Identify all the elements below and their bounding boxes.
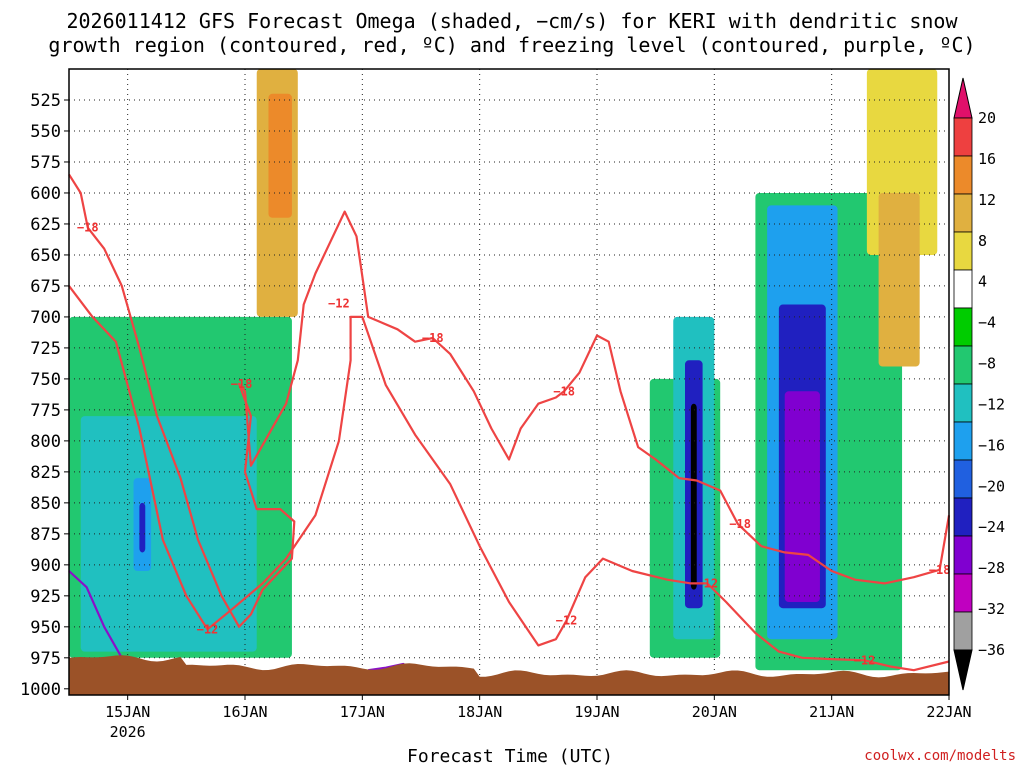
y-tick-label: 850 xyxy=(30,494,61,514)
chart-title-line-2: growth region (contoured, red, ºC) and f… xyxy=(48,33,975,57)
y-tick-label: 550 xyxy=(30,122,61,142)
y-tick-label: 625 xyxy=(30,215,61,235)
omega-region-rise21d xyxy=(784,391,820,603)
colorbar-segment xyxy=(953,193,973,233)
chart-title-line-1: 2026011412 GFS Forecast Omega (shaded, −… xyxy=(66,9,958,33)
colorbar-segment xyxy=(953,231,973,271)
colorbar-label: 8 xyxy=(978,232,987,250)
contour-label: −18 xyxy=(929,563,951,577)
terrain-fill xyxy=(69,655,949,695)
contour-label: −18 xyxy=(231,377,253,391)
x-axis-label: Forecast Time (UTC) xyxy=(407,746,613,767)
colorbar-label: −32 xyxy=(978,600,1005,618)
colorbar-segment xyxy=(953,497,973,537)
y-tick-label: 650 xyxy=(30,246,61,266)
colorbar-label: 4 xyxy=(978,273,987,291)
colorbar-segment xyxy=(953,573,973,613)
contour-line-1 xyxy=(68,285,950,672)
omega-region-rise15b xyxy=(80,416,257,652)
contour-label: −18 xyxy=(422,331,444,345)
x-axis: 15JAN 2026 16JAN 17JAN 18JAN 19JAN 20JAN 21JAN 2… xyxy=(105,695,972,741)
x-tick-label: 17JAN xyxy=(340,703,385,721)
colorbar-label: −20 xyxy=(978,477,1005,495)
colorbar-segment xyxy=(953,269,973,309)
contour-label-layer: −18 −12 −18 −12 −18 −18 −12 −12 −18 −12 −18 xyxy=(77,221,951,668)
colorbar-segment xyxy=(953,535,973,575)
y-tick-label: 600 xyxy=(30,184,61,204)
y-tick-label: 525 xyxy=(30,91,61,111)
colorbar-segment xyxy=(953,459,973,499)
omega-region-sink16b xyxy=(268,93,292,218)
colorbar-label: −12 xyxy=(978,395,1005,413)
y-tick-label: 775 xyxy=(30,401,61,421)
credit-text: coolwx.com/modelts xyxy=(864,748,1016,764)
colorbar-top-arrow xyxy=(953,77,973,119)
y-tick-label: 925 xyxy=(30,587,61,607)
y-tick-label: 950 xyxy=(30,618,61,638)
plot-frame xyxy=(68,68,950,696)
x-tick-label: 16JAN xyxy=(222,703,267,721)
colorbar-label: −8 xyxy=(978,355,996,373)
colorbar-segment xyxy=(953,383,973,423)
colorbar-segment xyxy=(953,117,973,157)
colorbar-segment xyxy=(953,307,973,347)
omega-region-rise20d xyxy=(690,403,697,590)
y-tick-label: 750 xyxy=(30,370,61,390)
x-tick-label: 22JAN xyxy=(926,703,971,721)
colorbar-label: −4 xyxy=(978,314,996,332)
plot-area: −18 −12 −18 −12 −18 −18 −12 −12 −18 −12 −18 xyxy=(68,68,951,696)
colorbar-segment xyxy=(953,611,973,651)
contour-label: −12 xyxy=(854,653,876,667)
x-tick-label: 20JAN xyxy=(692,703,737,721)
colorbar-label: −24 xyxy=(978,518,1005,536)
colorbar-label: −16 xyxy=(978,436,1005,454)
x-tick-label: 21JAN xyxy=(809,703,854,721)
colorbar-label: 12 xyxy=(978,191,996,209)
omega-shading-layer xyxy=(69,69,938,671)
contour-label: −18 xyxy=(77,221,99,235)
colorbar-label: −36 xyxy=(978,641,1005,659)
y-tick-label: 825 xyxy=(30,463,61,483)
contour-label: −18 xyxy=(553,384,575,398)
y-tick-label: 575 xyxy=(30,153,61,173)
contour-label: −18 xyxy=(729,517,751,531)
y-tick-label: 1000 xyxy=(20,680,61,700)
colorbar-segment xyxy=(953,345,973,385)
y-tick-label: 675 xyxy=(30,277,61,297)
y-tick-label: 725 xyxy=(30,339,61,359)
y-tick-label: 975 xyxy=(30,649,61,669)
y-tick-label: 700 xyxy=(30,308,61,328)
y-axis: 525 550 575 600 625 650 675 700 725 750 775 800 825 8… xyxy=(20,91,69,700)
contour-label: −12 xyxy=(197,622,219,636)
colorbar-segment xyxy=(953,155,973,195)
x-tick-label: 15JAN xyxy=(105,703,150,721)
contour-label: −12 xyxy=(328,296,350,310)
contour-label: −12 xyxy=(696,576,718,590)
contour-line-0 xyxy=(68,173,951,628)
colorbar-bottom-arrow xyxy=(953,649,973,691)
colorbar-segment xyxy=(953,421,973,461)
grid-layer xyxy=(69,69,950,695)
y-tick-label: 900 xyxy=(30,556,61,576)
colorbar-label: 20 xyxy=(978,109,996,127)
colorbar-label: 16 xyxy=(978,150,996,168)
omega-region-rise15d xyxy=(139,502,146,553)
omega-region-sink21b xyxy=(878,192,920,367)
y-tick-label: 800 xyxy=(30,432,61,452)
contour-label: −12 xyxy=(556,614,578,628)
colorbar: 20 16 12 8 4 −4 −8 −12 −16 −20 −24 −28 −32 −36 xyxy=(953,77,1005,691)
x-tick-sublabel: 2026 xyxy=(110,723,146,741)
y-tick-label: 875 xyxy=(30,525,61,545)
colorbar-label: −28 xyxy=(978,559,1005,577)
x-tick-label: 18JAN xyxy=(457,703,502,721)
x-tick-label: 19JAN xyxy=(574,703,619,721)
